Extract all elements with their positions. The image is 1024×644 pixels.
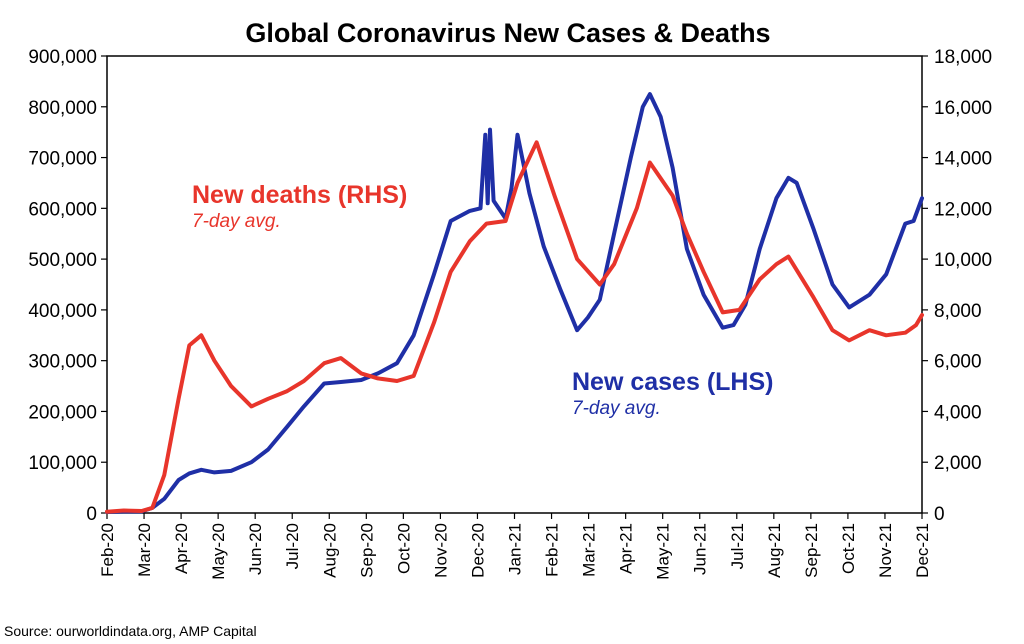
source-note: Source: ourworldindata.org, AMP Capital <box>4 623 257 639</box>
right-tick-label: 14,000 <box>934 149 992 170</box>
x-tick-label: Jul-21 <box>728 523 747 569</box>
x-tick-label: Mar-20 <box>135 523 154 577</box>
right-tick-label: 2,000 <box>934 453 982 474</box>
left-tick-label: 400,000 <box>28 301 97 322</box>
x-tick-label: May-21 <box>654 523 673 580</box>
right-tick-label: 16,000 <box>934 98 992 119</box>
x-tick-label: Sep-21 <box>802 523 821 578</box>
x-tick-label: Dec-21 <box>913 523 932 578</box>
x-tick-label: Feb-20 <box>98 523 117 577</box>
x-tick-label: Oct-21 <box>839 523 858 574</box>
series-layer <box>105 92 924 514</box>
x-tick-label: Apr-20 <box>172 523 191 574</box>
left-tick-label: 300,000 <box>28 352 97 373</box>
x-tick-label: Nov-20 <box>431 523 450 578</box>
x-tick-label: Apr-21 <box>617 523 636 574</box>
left-tick-label: 200,000 <box>28 402 97 423</box>
x-tick-label: Mar-21 <box>580 523 599 577</box>
x-tick-label: Aug-21 <box>765 523 784 578</box>
deaths-series-subtitle: 7-day avg. <box>192 211 281 232</box>
x-tick-label: Feb-21 <box>543 523 562 577</box>
plot-area <box>106 55 923 514</box>
x-tick-label: Jul-20 <box>283 523 302 569</box>
right-tick-label: 4,000 <box>934 402 982 423</box>
x-tick-label: Jan-21 <box>506 523 525 575</box>
left-tick-label: 700,000 <box>28 149 97 170</box>
new-cases-line <box>105 92 924 514</box>
left-axis: 0 100,000 200,000 300,000 400,000 500,000 600,… <box>28 47 107 525</box>
left-tick-label: 500,000 <box>28 250 97 271</box>
x-tick-label: Dec-20 <box>468 523 487 578</box>
chart-title: Global Coronavirus New Cases & Deaths <box>245 18 770 48</box>
deaths-series-label: New deaths (RHS) <box>192 181 407 209</box>
left-tick-label: 0 <box>86 504 97 525</box>
right-tick-label: 0 <box>934 504 945 525</box>
right-tick-label: 10,000 <box>934 250 992 271</box>
right-tick-label: 6,000 <box>934 352 982 373</box>
right-tick-label: 12,000 <box>934 199 992 220</box>
left-tick-label: 600,000 <box>28 199 97 220</box>
right-axis: 0 2,000 4,000 6,000 8,000 10,000 12,000 14,000 1… <box>922 47 992 525</box>
left-tick-label: 800,000 <box>28 98 97 119</box>
x-tick-label: May-20 <box>209 523 228 580</box>
x-tick-label: Jun-21 <box>691 523 710 575</box>
x-tick-label: Aug-20 <box>320 523 339 578</box>
left-tick-label: 900,000 <box>28 47 97 68</box>
x-axis: Feb-20 Mar-20 Apr-20 May-20 Jun-20 Jul-20 Aug-… <box>98 513 932 580</box>
right-tick-label: 8,000 <box>934 301 982 322</box>
x-tick-label: Nov-21 <box>876 523 895 578</box>
left-tick-label: 100,000 <box>28 453 97 474</box>
x-tick-label: Oct-20 <box>394 523 413 574</box>
cases-series-label: New cases (LHS) <box>572 368 773 396</box>
right-tick-label: 18,000 <box>934 47 992 68</box>
x-tick-label: Sep-20 <box>357 523 376 578</box>
cases-series-subtitle: 7-day avg. <box>572 398 661 419</box>
new-deaths-line <box>105 140 924 514</box>
x-tick-label: Jun-20 <box>246 523 265 575</box>
